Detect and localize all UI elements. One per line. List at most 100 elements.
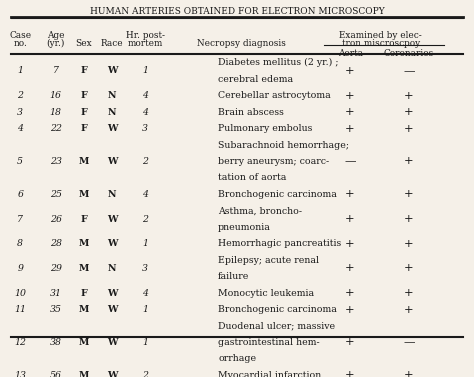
Text: M: M xyxy=(79,338,89,347)
Text: 3: 3 xyxy=(142,124,148,133)
Text: Bronchogenic carcinoma: Bronchogenic carcinoma xyxy=(218,305,337,314)
Text: —: — xyxy=(403,66,415,76)
Text: 4: 4 xyxy=(142,107,148,116)
Text: +: + xyxy=(345,189,355,199)
Text: no.: no. xyxy=(13,39,27,48)
Text: N: N xyxy=(108,91,117,100)
Text: 31: 31 xyxy=(50,289,62,297)
Text: 29: 29 xyxy=(50,264,62,273)
Text: 4: 4 xyxy=(17,124,23,133)
Text: 3: 3 xyxy=(142,264,148,273)
Text: 18: 18 xyxy=(50,107,62,116)
Text: 1: 1 xyxy=(142,338,148,347)
Text: 1: 1 xyxy=(142,305,148,314)
Text: 2: 2 xyxy=(142,371,148,377)
Text: pneumonia: pneumonia xyxy=(218,223,271,232)
Text: 10: 10 xyxy=(14,289,26,297)
Text: berry aneurysm; coarc-: berry aneurysm; coarc- xyxy=(218,157,329,166)
Text: W: W xyxy=(107,338,118,347)
Text: Pulmonary embolus: Pulmonary embolus xyxy=(218,124,312,133)
Text: F: F xyxy=(81,66,87,75)
Text: +: + xyxy=(404,305,414,314)
Text: 13: 13 xyxy=(14,371,26,377)
Text: Diabetes mellitus (2 yr.) ;: Diabetes mellitus (2 yr.) ; xyxy=(218,58,338,67)
Text: cerebral edema: cerebral edema xyxy=(218,75,293,84)
Text: —: — xyxy=(403,337,415,348)
Text: +: + xyxy=(404,288,414,298)
Text: 2: 2 xyxy=(142,215,148,224)
Text: 1: 1 xyxy=(142,66,148,75)
Text: 56: 56 xyxy=(50,371,62,377)
Text: +: + xyxy=(345,337,355,348)
Text: 3: 3 xyxy=(17,107,23,116)
Text: 8: 8 xyxy=(17,239,23,248)
Text: Epilepsy; acute renal: Epilepsy; acute renal xyxy=(218,256,319,265)
Text: +: + xyxy=(345,305,355,314)
Text: M: M xyxy=(79,305,89,314)
Text: W: W xyxy=(107,66,118,75)
Text: Age: Age xyxy=(47,31,64,40)
Text: W: W xyxy=(107,305,118,314)
Text: Bronchogenic carcinoma: Bronchogenic carcinoma xyxy=(218,190,337,199)
Text: F: F xyxy=(81,107,87,116)
Text: 23: 23 xyxy=(50,157,62,166)
Text: 4: 4 xyxy=(142,190,148,199)
Text: Monocytic leukemia: Monocytic leukemia xyxy=(218,289,314,297)
Text: 16: 16 xyxy=(50,91,62,100)
Text: F: F xyxy=(81,124,87,133)
Text: +: + xyxy=(404,90,414,101)
Text: Hemorrhagic pancreatitis: Hemorrhagic pancreatitis xyxy=(218,239,341,248)
Text: +: + xyxy=(404,370,414,377)
Text: 11: 11 xyxy=(14,305,26,314)
Text: Myocardial infarction: Myocardial infarction xyxy=(218,371,321,377)
Text: M: M xyxy=(79,371,89,377)
Text: +: + xyxy=(404,107,414,117)
Text: W: W xyxy=(107,239,118,248)
Text: 7: 7 xyxy=(17,215,23,224)
Text: F: F xyxy=(81,91,87,100)
Text: 9: 9 xyxy=(17,264,23,273)
Text: 5: 5 xyxy=(17,157,23,166)
Text: Examined by elec-: Examined by elec- xyxy=(339,31,422,40)
Text: +: + xyxy=(404,264,414,273)
Text: (yr.): (yr.) xyxy=(46,39,65,48)
Text: W: W xyxy=(107,157,118,166)
Text: F: F xyxy=(81,289,87,297)
Text: +: + xyxy=(345,370,355,377)
Text: +: + xyxy=(404,124,414,133)
Text: HUMAN ARTERIES OBTAINED FOR ELECTRON MICROSCOPY: HUMAN ARTERIES OBTAINED FOR ELECTRON MIC… xyxy=(90,6,384,15)
Text: +: + xyxy=(345,124,355,133)
Text: 7: 7 xyxy=(53,66,59,75)
Text: Asthma, broncho-: Asthma, broncho- xyxy=(218,206,302,215)
Text: failure: failure xyxy=(218,272,249,281)
Text: Race: Race xyxy=(101,39,123,48)
Text: —: — xyxy=(344,156,356,167)
Text: 2: 2 xyxy=(142,157,148,166)
Text: Case: Case xyxy=(9,31,31,40)
Text: +: + xyxy=(345,239,355,249)
Text: +: + xyxy=(345,66,355,76)
Text: +: + xyxy=(404,189,414,199)
Text: M: M xyxy=(79,190,89,199)
Text: 2: 2 xyxy=(17,91,23,100)
Text: Hr. post-: Hr. post- xyxy=(126,31,164,40)
Text: +: + xyxy=(345,90,355,101)
Text: 38: 38 xyxy=(50,338,62,347)
Text: Duodenal ulcer; massive: Duodenal ulcer; massive xyxy=(218,322,335,331)
Text: 1: 1 xyxy=(142,239,148,248)
Text: +: + xyxy=(345,288,355,298)
Text: F: F xyxy=(81,215,87,224)
Text: +: + xyxy=(404,156,414,167)
Text: Coronaries: Coronaries xyxy=(384,49,434,58)
Text: +: + xyxy=(404,214,414,224)
Text: N: N xyxy=(108,264,117,273)
Text: M: M xyxy=(79,264,89,273)
Text: +: + xyxy=(404,239,414,249)
Text: 4: 4 xyxy=(142,91,148,100)
Text: tation of aorta: tation of aorta xyxy=(218,173,286,182)
Text: Brain abscess: Brain abscess xyxy=(218,107,284,116)
Text: W: W xyxy=(107,289,118,297)
Text: gastrointestinal hem-: gastrointestinal hem- xyxy=(218,338,320,347)
Text: Cerebellar astrocytoma: Cerebellar astrocytoma xyxy=(218,91,331,100)
Text: N: N xyxy=(108,190,117,199)
